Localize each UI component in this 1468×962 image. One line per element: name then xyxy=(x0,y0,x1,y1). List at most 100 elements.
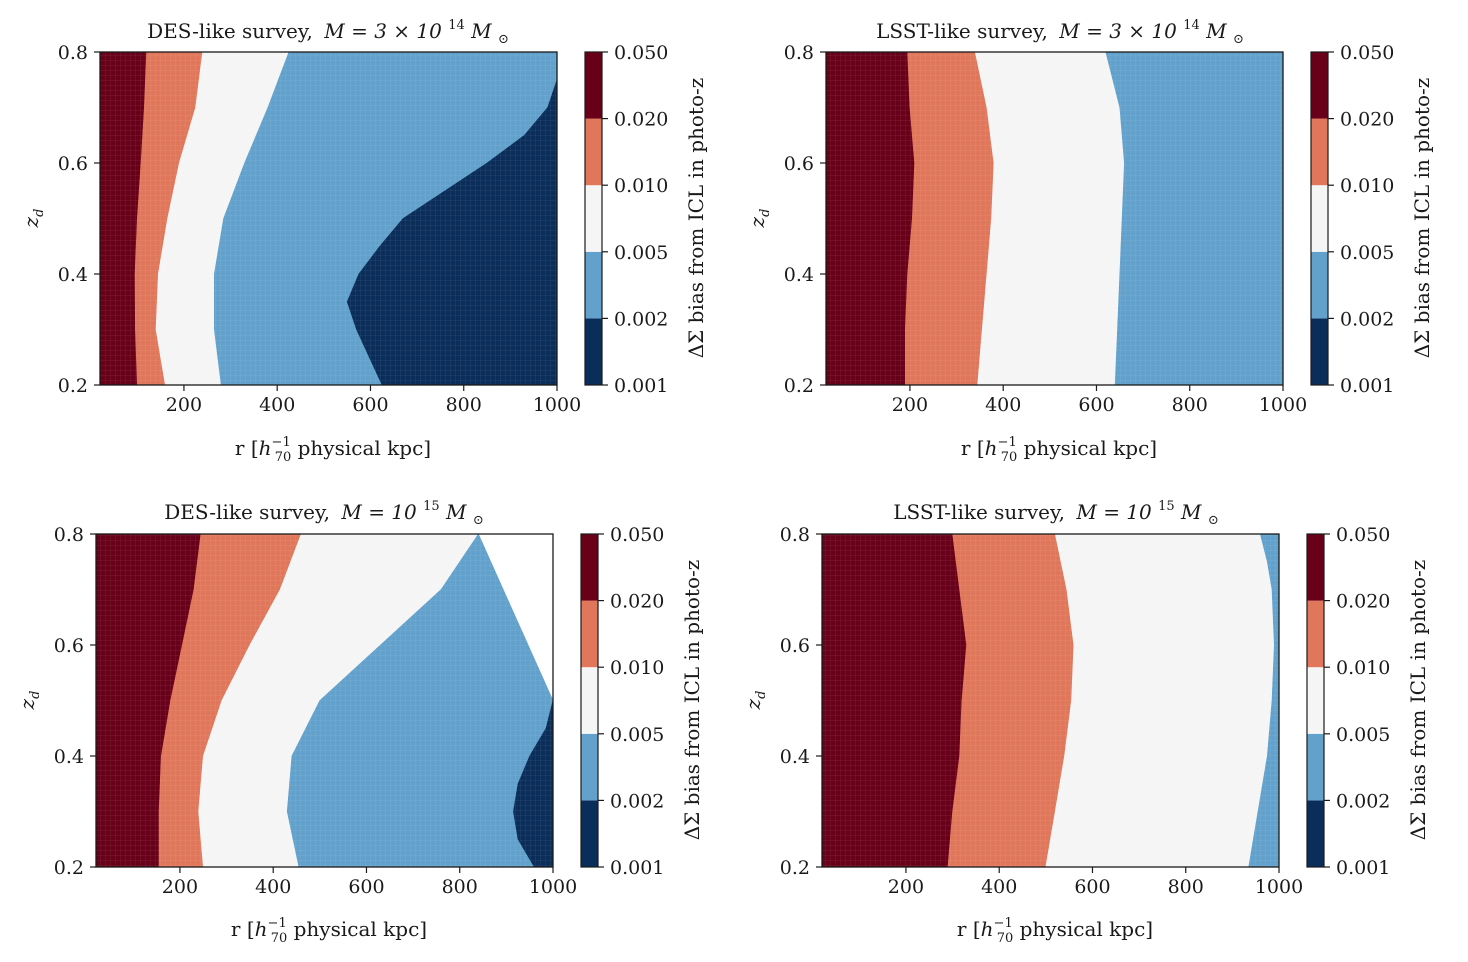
colorbar-segment-0p010-0p020 xyxy=(581,600,598,668)
colorbar-frame xyxy=(1310,51,1329,386)
colorbar-tick-label: 0.010 xyxy=(1336,657,1390,679)
heatmap-grid-texture xyxy=(822,534,1279,867)
title-lead: LSST-like survey, xyxy=(876,19,1048,43)
x-axis-ticks: 200 400 600 800 1000 xyxy=(162,867,577,898)
colorbar: 0.001 0.002 0.005 0.010 0.020 0.050 xyxy=(580,524,664,879)
x-tick-label: 1000 xyxy=(1259,394,1307,416)
title-unit-sub: ⊙ xyxy=(498,32,509,47)
y-tick-label: 0.2 xyxy=(780,857,810,879)
colorbar-tick-label: 0.050 xyxy=(614,42,668,64)
colorbar: 0.001 0.002 0.005 0.010 0.020 0.050 xyxy=(1310,42,1394,397)
colorbar-tick-label: 0.002 xyxy=(610,790,664,812)
y-tick-label: 0.4 xyxy=(58,264,88,286)
y-tick-label: 0.2 xyxy=(58,375,88,397)
x-tick-label: 600 xyxy=(1078,394,1114,416)
panel-des-1e15: DES-like survey, M = 10 15 M ⊙ 200 400 600… xyxy=(15,499,704,946)
colorbar-frame xyxy=(584,51,603,386)
colorbar-frame xyxy=(1306,533,1325,868)
colorbar: 0.001 0.002 0.005 0.010 0.020 0.050 xyxy=(1306,524,1390,879)
panel-lsst-1e15: LSST-like survey, M = 10 15 M ⊙ 200 400 60… xyxy=(741,491,1430,946)
x-tick-label: 600 xyxy=(1074,876,1110,898)
colorbar-segment-0p010-0p020 xyxy=(585,118,602,186)
title-lead: LSST-like survey, xyxy=(893,500,1065,524)
x-tick-label: 400 xyxy=(259,394,295,416)
x-tick-label: 400 xyxy=(255,876,291,898)
x-axis-label: r [h−1 70 physical kpc] xyxy=(235,435,431,465)
colorbar-segment-0p002-0p005 xyxy=(1311,251,1328,319)
colorbar-tick-label: 0.005 xyxy=(610,724,664,746)
colorbar-segment-0p002-0p005 xyxy=(585,251,602,319)
x-axis-ticks: 200 400 600 800 1000 xyxy=(888,867,1303,898)
colorbar-segment-0p010-0p020 xyxy=(1307,600,1324,668)
title-unit-sub: ⊙ xyxy=(1233,32,1244,47)
colorbar-tick-label: 0.010 xyxy=(1340,175,1394,197)
plot-frame xyxy=(821,533,1280,868)
colorbar-segment-0p001-0p002 xyxy=(581,800,598,867)
title-lead: DES-like survey, xyxy=(147,19,313,43)
y-tick-label: 0.6 xyxy=(784,153,814,175)
x-tick-label: 600 xyxy=(348,876,384,898)
colorbar-segment-0p001-0p002 xyxy=(1307,800,1324,867)
title-exponent: 14 xyxy=(448,18,465,33)
y-axis-ticks: 0.2 0.4 0.6 0.8 xyxy=(780,524,822,879)
colorbar-segment-0p001-0p002 xyxy=(1311,318,1328,385)
colorbar-tick-label: 0.001 xyxy=(1340,375,1394,397)
y-axis-ticks: 0.2 0.4 0.6 0.8 xyxy=(784,42,826,397)
title-unit: M xyxy=(445,500,467,524)
x-tick-label: 800 xyxy=(442,876,478,898)
colorbar-segment-0p005-0p010 xyxy=(1307,667,1324,734)
colorbar-segment-0p020-0p050 xyxy=(585,52,602,119)
colorbar-segment-0p020-0p050 xyxy=(581,534,598,601)
colorbar-segment-0p010-0p020 xyxy=(1311,118,1328,186)
colorbar-segment-0p005-0p010 xyxy=(581,667,598,734)
title-formula: M = 10 xyxy=(1075,500,1152,524)
title-exponent: 14 xyxy=(1183,18,1200,33)
colorbar-tick-label: 0.005 xyxy=(1340,242,1394,264)
x-tick-label: 1000 xyxy=(1255,876,1303,898)
x-tick-label: 600 xyxy=(352,394,388,416)
title-lead: DES-like survey, xyxy=(164,500,330,524)
y-tick-label: 0.6 xyxy=(780,635,810,657)
colorbar-label: ΔΣ bias from ICL in photo-z xyxy=(1406,560,1430,841)
x-tick-label: 400 xyxy=(985,394,1021,416)
plot-frame xyxy=(825,51,1284,386)
colorbar-tick-label: 0.002 xyxy=(1336,790,1390,812)
heatmap-region xyxy=(825,51,1284,386)
panel-title: LSST-like survey, M = 10 15 M ⊙ xyxy=(893,491,1219,528)
colorbar: 0.001 0.002 0.005 0.010 0.020 0.050 xyxy=(584,42,668,397)
y-tick-label: 0.6 xyxy=(54,635,84,657)
heatmap-grid-texture xyxy=(96,534,553,867)
y-axis-label: zd xyxy=(19,209,47,229)
x-tick-label: 200 xyxy=(888,876,924,898)
title-formula: M = 3 × 10 xyxy=(323,19,442,43)
y-tick-label: 0.4 xyxy=(780,746,810,768)
colorbar-tick-label: 0.001 xyxy=(1336,857,1390,879)
colorbar-label: ΔΣ bias from ICL in photo-z xyxy=(680,560,704,841)
x-axis-ticks: 200 400 600 800 1000 xyxy=(166,385,581,416)
y-axis-ticks: 0.2 0.4 0.6 0.8 xyxy=(54,524,96,879)
y-axis-label: zd xyxy=(745,209,773,229)
colorbar-tick-label: 0.010 xyxy=(614,175,668,197)
colorbar-segment-0p001-0p002 xyxy=(585,318,602,385)
colorbar-tick-label: 0.005 xyxy=(614,242,668,264)
colorbar-tick-label: 0.001 xyxy=(614,375,668,397)
title-unit: M xyxy=(1180,500,1202,524)
title-unit-sub: ⊙ xyxy=(1208,513,1219,528)
panel-title: DES-like survey, M = 3 × 10 14 M ⊙ xyxy=(147,10,509,47)
heatmap-grid-texture xyxy=(826,52,1283,385)
y-tick-label: 0.8 xyxy=(58,42,88,64)
y-tick-label: 0.8 xyxy=(784,42,814,64)
colorbar-tick-label: 0.002 xyxy=(1340,308,1394,330)
colorbar-label: ΔΣ bias from ICL in photo-z xyxy=(684,78,708,359)
colorbar-tick-label: 0.050 xyxy=(1336,524,1390,546)
heatmap-region xyxy=(821,533,1280,868)
x-tick-label: 200 xyxy=(892,394,928,416)
y-axis-ticks: 0.2 0.4 0.6 0.8 xyxy=(58,42,100,397)
colorbar-tick-label: 0.010 xyxy=(610,657,664,679)
colorbar-tick-label: 0.001 xyxy=(610,857,664,879)
plot-frame xyxy=(99,51,558,386)
panel-des-3e14: DES-like survey, M = 3 × 10 14 M ⊙ 200 40… xyxy=(19,10,708,465)
x-tick-label: 1000 xyxy=(529,876,577,898)
y-tick-label: 0.2 xyxy=(54,857,84,879)
plot-frame xyxy=(95,533,554,868)
